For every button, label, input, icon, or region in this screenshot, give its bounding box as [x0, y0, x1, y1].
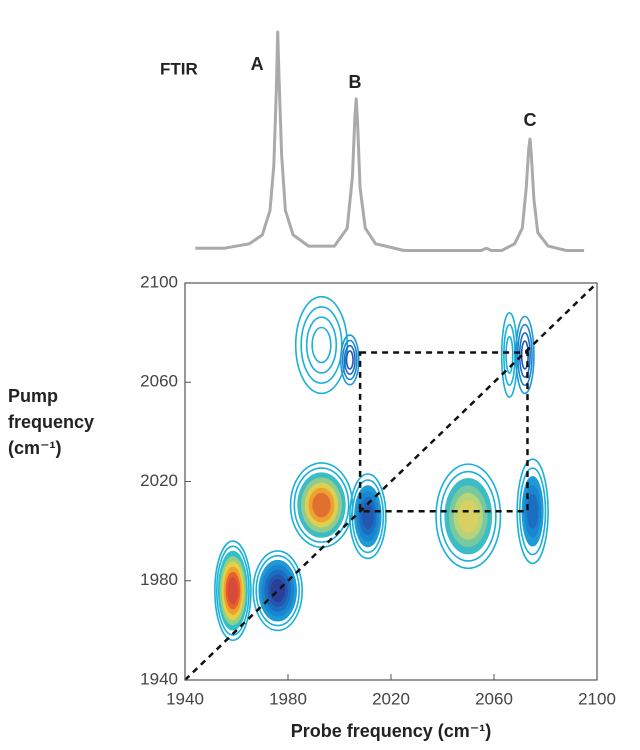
y-tick-label: 2020 — [140, 471, 178, 490]
peak-label: A — [251, 54, 264, 74]
contour-ring — [343, 344, 356, 375]
contour-ring — [312, 492, 331, 518]
x-tick-label: 2020 — [372, 689, 410, 708]
contour-ring — [311, 326, 332, 364]
y-tick-label: 1980 — [140, 570, 178, 589]
contour-ring — [339, 334, 360, 386]
x-tick-label: 1980 — [269, 689, 307, 708]
x-tick-label: 2060 — [475, 689, 513, 708]
contour-ring — [515, 315, 535, 395]
contour-ring — [214, 540, 252, 642]
cross-peak-box — [358, 351, 529, 513]
contour-ring — [349, 473, 387, 560]
contour-ring — [345, 350, 354, 370]
contour-ring — [255, 554, 300, 627]
y-tick-label: 2100 — [140, 272, 178, 291]
contour-ring — [294, 295, 349, 395]
x-axis-label: Probe frequency (cm⁻¹) — [291, 721, 492, 741]
diagonal — [184, 282, 598, 681]
y-tick-label: 2060 — [140, 372, 178, 391]
contour-ring — [526, 493, 539, 529]
contour-ring — [517, 323, 533, 387]
contour-ring — [516, 458, 549, 565]
contour-ring — [252, 550, 303, 632]
y-tick-label: 1940 — [140, 669, 178, 688]
y-axis-label: Pump frequency (cm⁻¹) — [8, 386, 95, 458]
contour-ring — [227, 577, 239, 605]
peak-label: C — [524, 110, 537, 130]
spectrum-line — [195, 30, 585, 252]
contour-ring — [341, 339, 358, 381]
contour-ring — [305, 316, 338, 374]
contour-ring — [351, 479, 385, 554]
contour-ring — [505, 335, 514, 375]
peak-label: B — [348, 72, 361, 92]
contour-ring — [458, 500, 479, 533]
contour-ring — [293, 467, 350, 543]
x-tick-label: 2100 — [578, 689, 616, 708]
ftir-title: FTIR — [160, 59, 198, 78]
contour-ring — [215, 545, 250, 636]
contour-ring — [518, 332, 531, 378]
contour-ring — [361, 503, 374, 530]
contour-ring — [435, 463, 502, 570]
contour-ring — [503, 323, 516, 386]
contour-ring — [270, 579, 286, 603]
contour-ring — [439, 470, 497, 562]
x-tick-label: 1940 — [166, 689, 204, 708]
